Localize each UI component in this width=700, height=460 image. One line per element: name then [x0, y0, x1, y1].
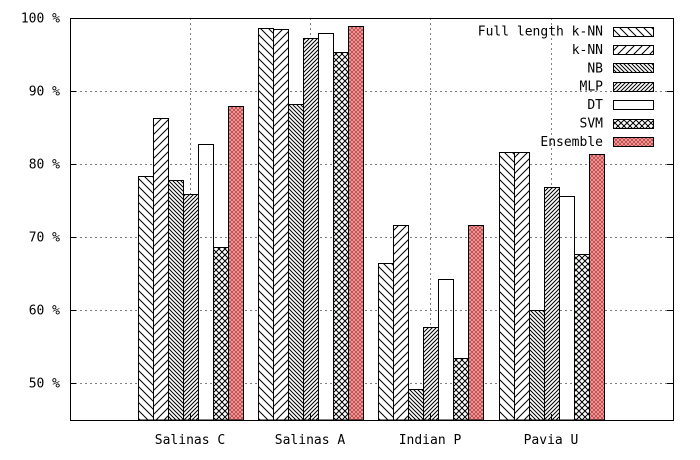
- bar-svm-pavia-u: [574, 254, 590, 421]
- bar-ensemble-pavia-u: [589, 154, 605, 421]
- legend-label: Full length k-NN: [478, 25, 603, 40]
- bar-svm-salinas-c: [213, 247, 229, 421]
- legend-label: MLP: [580, 80, 604, 95]
- axes: [70, 18, 674, 421]
- legend-label: DT: [587, 98, 603, 113]
- y-tick-label: 80 %: [29, 158, 60, 173]
- bar-k-nn-salinas-c: [153, 118, 169, 421]
- legend-swatch: [613, 27, 654, 37]
- legend-swatch: [613, 45, 654, 55]
- bar-svm-salinas-a: [333, 52, 349, 421]
- bar-mlp-salinas-a: [303, 38, 319, 421]
- bar-dt-pavia-u: [559, 196, 575, 421]
- bar-ensemble-salinas-a: [348, 26, 364, 421]
- legend-swatch: [613, 100, 654, 110]
- bar-mlp-pavia-u: [544, 187, 560, 421]
- bar-full-length-k-nn-salinas-c: [138, 176, 154, 421]
- bar-dt-salinas-c: [198, 144, 214, 421]
- y-tick-label: 100 %: [21, 12, 60, 27]
- x-tick-label: Pavia U: [524, 433, 579, 448]
- y-tick-label: 50 %: [29, 377, 60, 392]
- legend-label: SVM: [580, 117, 604, 132]
- bars: [138, 26, 605, 421]
- bar-nb-indian-p: [408, 389, 424, 421]
- bar-nb-salinas-a: [288, 104, 304, 421]
- bar-nb-salinas-c: [168, 180, 184, 421]
- bar-svm-indian-p: [453, 358, 469, 421]
- legend-swatch: [613, 137, 654, 147]
- legend-swatch: [613, 119, 654, 129]
- bar-full-length-k-nn-pavia-u: [499, 152, 515, 421]
- bar-k-nn-indian-p: [393, 225, 409, 421]
- bar-ensemble-salinas-c: [228, 106, 244, 421]
- bar-mlp-indian-p: [423, 327, 439, 421]
- x-tick-label: Indian P: [399, 433, 462, 448]
- legend-swatch: [613, 82, 654, 92]
- x-tick-label: Salinas C: [155, 433, 225, 448]
- legend-label: NB: [587, 61, 603, 76]
- bar-k-nn-salinas-a: [273, 29, 289, 421]
- x-tick-label: Salinas A: [275, 433, 346, 448]
- bar-k-nn-pavia-u: [514, 152, 530, 421]
- bar-nb-pavia-u: [529, 310, 545, 421]
- plot-frame: [70, 18, 674, 421]
- legend: Full length k-NN k-NN NB MLP DT SVM Ensemble: [478, 25, 654, 150]
- legend-swatch: [613, 63, 654, 73]
- y-tick-label: 90 %: [29, 85, 60, 100]
- bar-ensemble-indian-p: [468, 225, 484, 421]
- bar-full-length-k-nn-salinas-a: [258, 28, 274, 421]
- bar-mlp-salinas-c: [183, 194, 199, 421]
- x-axis-ticks: Salinas C Salinas A Indian P Pavia U: [155, 414, 579, 448]
- y-tick-label: 70 %: [29, 231, 60, 246]
- bar-dt-indian-p: [438, 279, 454, 421]
- legend-label: Ensemble: [540, 135, 603, 150]
- bar-full-length-k-nn-indian-p: [378, 263, 394, 421]
- y-axis-ticks: 50 % 60 % 70 % 80 % 90 % 100 %: [21, 12, 673, 392]
- y-tick-label: 60 %: [29, 304, 60, 319]
- legend-label: k-NN: [572, 43, 603, 58]
